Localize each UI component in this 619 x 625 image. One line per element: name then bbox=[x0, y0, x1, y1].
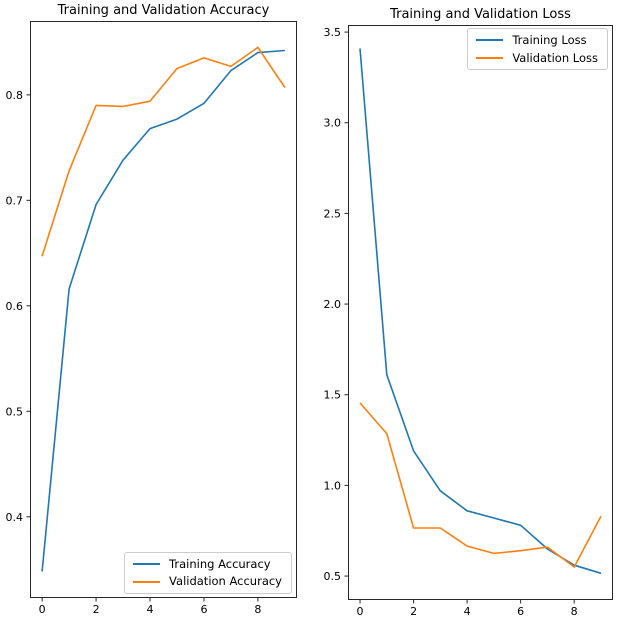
loss-chart-title: Training and Validation Loss bbox=[390, 7, 571, 22]
legend-item-validation-accuracy: Validation Accuracy bbox=[133, 575, 282, 588]
y-tick-label: 0.5 bbox=[324, 570, 342, 583]
y-tick-label: 0.5 bbox=[6, 405, 24, 418]
loss-plot-area: 0 2 4 6 8 0.5 1.0 1.5 2.0 2.5 3.0 3.5 bbox=[324, 25, 613, 618]
x-tick-label: 2 bbox=[93, 603, 100, 616]
y-tick-label: 0.8 bbox=[6, 89, 24, 102]
line-swatch-icon bbox=[133, 563, 161, 566]
x-tick-label: 6 bbox=[200, 603, 207, 616]
line-swatch-icon bbox=[476, 56, 504, 59]
x-tick-label: 2 bbox=[410, 605, 417, 618]
series-line-validation-loss bbox=[359, 402, 602, 568]
legend-item-training-loss: Training Loss bbox=[476, 34, 598, 47]
y-tick-label: 0.7 bbox=[6, 194, 24, 207]
x-tick-label: 0 bbox=[39, 603, 46, 616]
x-tick-label: 4 bbox=[464, 605, 471, 618]
x-tick-label: 0 bbox=[357, 605, 364, 618]
legend-item-training-accuracy: Training Accuracy bbox=[133, 558, 282, 571]
line-swatch-icon bbox=[133, 580, 161, 583]
series-line-training-accuracy bbox=[41, 49, 285, 572]
plot-border bbox=[30, 21, 297, 598]
y-tick-label: 2.5 bbox=[324, 207, 342, 220]
x-tick-label: 6 bbox=[517, 605, 524, 618]
y-tick-label: 3.0 bbox=[324, 117, 342, 130]
accuracy-plot-area: 0 2 4 6 8 0.4 0.5 0.6 0.7 0.8 bbox=[6, 21, 297, 616]
accuracy-chart-title: Training and Validation Accuracy bbox=[57, 3, 270, 18]
x-tick-label: 8 bbox=[254, 603, 261, 616]
line-swatch-icon bbox=[476, 39, 504, 42]
legend-item-validation-loss: Validation Loss bbox=[476, 50, 598, 65]
y-tick-label: 1.5 bbox=[324, 389, 342, 402]
y-tick-label: 2.0 bbox=[324, 298, 342, 311]
series-line-training-loss bbox=[359, 48, 602, 575]
legend-label: Training Loss bbox=[512, 33, 587, 47]
x-tick-label: 8 bbox=[571, 605, 578, 618]
legend-label: Validation Accuracy bbox=[169, 574, 282, 589]
series-line-validation-accuracy bbox=[41, 46, 286, 257]
accuracy-legend: Training Accuracy Validation Accuracy bbox=[124, 551, 292, 594]
legend-label: Validation Loss bbox=[512, 50, 598, 65]
y-tick-label: 1.0 bbox=[324, 479, 342, 492]
y-tick-label: 0.4 bbox=[6, 511, 24, 524]
x-tick-label: 4 bbox=[147, 603, 154, 616]
legend-label: Training Accuracy bbox=[169, 556, 271, 571]
plot-border bbox=[348, 25, 613, 600]
y-tick-label: 0.6 bbox=[6, 300, 24, 313]
loss-legend: Training Loss Validation Loss bbox=[467, 28, 608, 71]
y-tick-label: 3.5 bbox=[324, 26, 342, 39]
